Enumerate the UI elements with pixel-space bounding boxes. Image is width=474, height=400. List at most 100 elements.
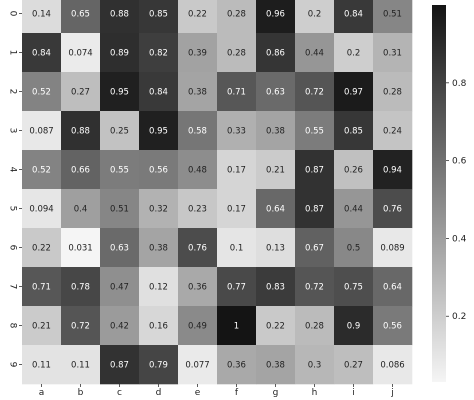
heatmap-cell [295,345,335,385]
cell-value-label: 0.28 [305,322,324,332]
cell-value-label: 0.89 [110,49,129,59]
cell-value-label: 0.67 [305,244,324,254]
cell-value-label: 0.42 [110,322,129,332]
cell-value-label: 0.76 [383,205,402,215]
heatmap-cell [256,267,296,307]
cell-value-label: 0.17 [227,166,246,176]
heatmap-cell [295,111,335,151]
heatmap-cell [61,0,101,34]
heatmap-cell [178,33,218,73]
x-axis: a b c d e f g h i j [39,384,394,398]
cell-value-labels: 0.14 0.65 0.88 0.85 0.22 0.28 0.96 0.2 0.84 0.510… [29,10,404,371]
cell-value-label: 0.72 [71,322,90,332]
heatmap-cell [61,111,101,151]
cell-value-label: 0.95 [110,88,129,98]
cell-value-label: 0.48 [188,166,207,176]
heatmap-cell [100,228,140,268]
heatmap-cell [295,150,335,190]
cell-value-label: 0.16 [149,322,168,332]
cell-value-label: 0.72 [305,88,324,98]
cell-value-label: 0.71 [227,88,246,98]
cell-value-label: 0.22 [266,322,285,332]
cell-value-label: 0.71 [32,283,51,293]
cell-value-label: 0.086 [380,361,404,371]
heatmap-cell [139,189,179,229]
heatmap-cell [22,111,62,151]
heatmap-cell [100,189,140,229]
x-tick-label: g [273,388,279,398]
y-tick-label: 0 [8,11,18,17]
heatmap-cell [217,33,257,73]
x-tick-label: j [390,388,394,398]
x-tick-label: i [352,388,355,398]
cell-value-label: 0.77 [227,283,246,293]
cell-value-label: 0.44 [344,205,363,215]
cell-value-label: 0.86 [266,49,285,59]
cell-value-label: 0.47 [110,283,129,293]
heatmap-cell [256,189,296,229]
heatmap-cell [22,33,62,73]
heatmap-cell [217,306,257,346]
cell-value-label: 0.56 [383,322,402,332]
cell-value-label: 0.089 [380,244,404,254]
heatmap-cell [178,267,218,307]
heatmap-cell [139,345,179,385]
heatmap-cell [295,306,335,346]
heatmap-cell [217,189,257,229]
heatmap-cell [22,228,62,268]
cell-value-label: 0.27 [344,361,363,371]
cell-value-label: 1 [234,322,239,332]
heatmap-cell [178,306,218,346]
cell-value-label: 0.75 [344,283,363,293]
cell-value-label: 0.38 [266,361,285,371]
cell-value-label: 0.76 [188,244,207,254]
cell-value-label: 0.1 [230,244,244,254]
cell-value-label: 0.24 [383,127,402,137]
heatmap-cell [178,0,218,34]
heatmap-cell [61,345,101,385]
cell-value-label: 0.9 [347,322,361,332]
cell-value-label: 0.33 [227,127,246,137]
cell-value-label: 0.26 [344,166,363,176]
heatmap-cell [22,267,62,307]
heatmap-cell [217,150,257,190]
colorbar-tick-label: 0.4 [452,234,467,244]
cell-value-label: 0.031 [68,244,92,254]
cell-value-label: 0.87 [305,166,324,176]
x-tick-label: f [235,388,239,398]
heatmap-cell [334,33,374,73]
cell-value-label: 0.2 [308,10,322,20]
heatmap-cell [178,189,218,229]
cell-value-label: 0.21 [32,322,51,332]
heatmap-cell [139,33,179,73]
heatmap-cell [100,33,140,73]
heatmap-cell [334,72,374,112]
heatmap-cell [256,345,296,385]
heatmap-cell [61,306,101,346]
y-tick-label: 2 [8,89,18,95]
heatmap-cell [373,33,413,73]
cell-value-label: 0.21 [266,166,285,176]
cell-value-label: 0.66 [71,166,90,176]
cell-value-label: 0.87 [110,361,129,371]
heatmap-cell [139,150,179,190]
cell-value-label: 0.38 [149,244,168,254]
cell-value-label: 0.077 [185,361,209,371]
colorbar-gradient [432,5,446,382]
heatmap-cell [373,345,413,385]
cell-value-label: 0.55 [110,166,129,176]
heatmap-cell [334,306,374,346]
cell-value-label: 0.22 [32,244,51,254]
heatmap-cell [100,345,140,385]
heatmap-cell [61,72,101,112]
heatmap-cell [100,306,140,346]
cell-value-label: 0.64 [383,283,402,293]
heatmap-cell [139,0,179,34]
heatmap-cell [373,0,413,34]
y-tick-label: 7 [8,284,18,290]
heatmap-cell [100,267,140,307]
cell-value-label: 0.28 [227,10,246,20]
cell-value-label: 0.58 [188,127,207,137]
heatmap-cell [295,267,335,307]
cell-value-label: 0.84 [344,10,363,20]
